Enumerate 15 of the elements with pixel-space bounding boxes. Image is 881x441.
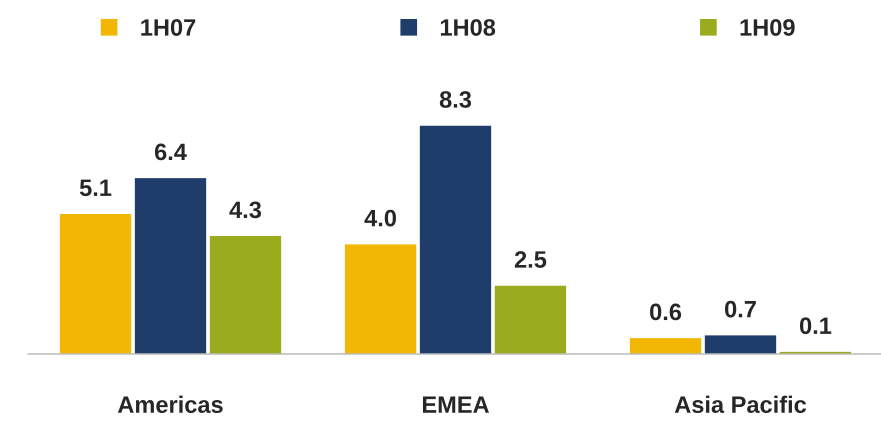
data-label: 4.0: [364, 210, 396, 226]
data-label: 4.3: [229, 201, 262, 218]
data-label: 0.1: [800, 317, 832, 334]
x-tick-label: EMEA: [422, 396, 489, 413]
data-label: 5.1: [80, 180, 112, 196]
data-label: 6.4: [154, 144, 187, 160]
legend-label: 1H08: [440, 19, 496, 36]
legend-label: 1H09: [740, 19, 795, 36]
data-label: 8.3: [440, 91, 472, 108]
data-label: 0.6: [650, 304, 682, 320]
x-tick-label: Asia Pacific: [674, 396, 806, 414]
data-label: 2.5: [514, 251, 546, 268]
legend-label: 1H07: [141, 19, 196, 36]
x-tick-label: Americas: [118, 396, 223, 414]
data-label: 0.7: [725, 300, 756, 318]
